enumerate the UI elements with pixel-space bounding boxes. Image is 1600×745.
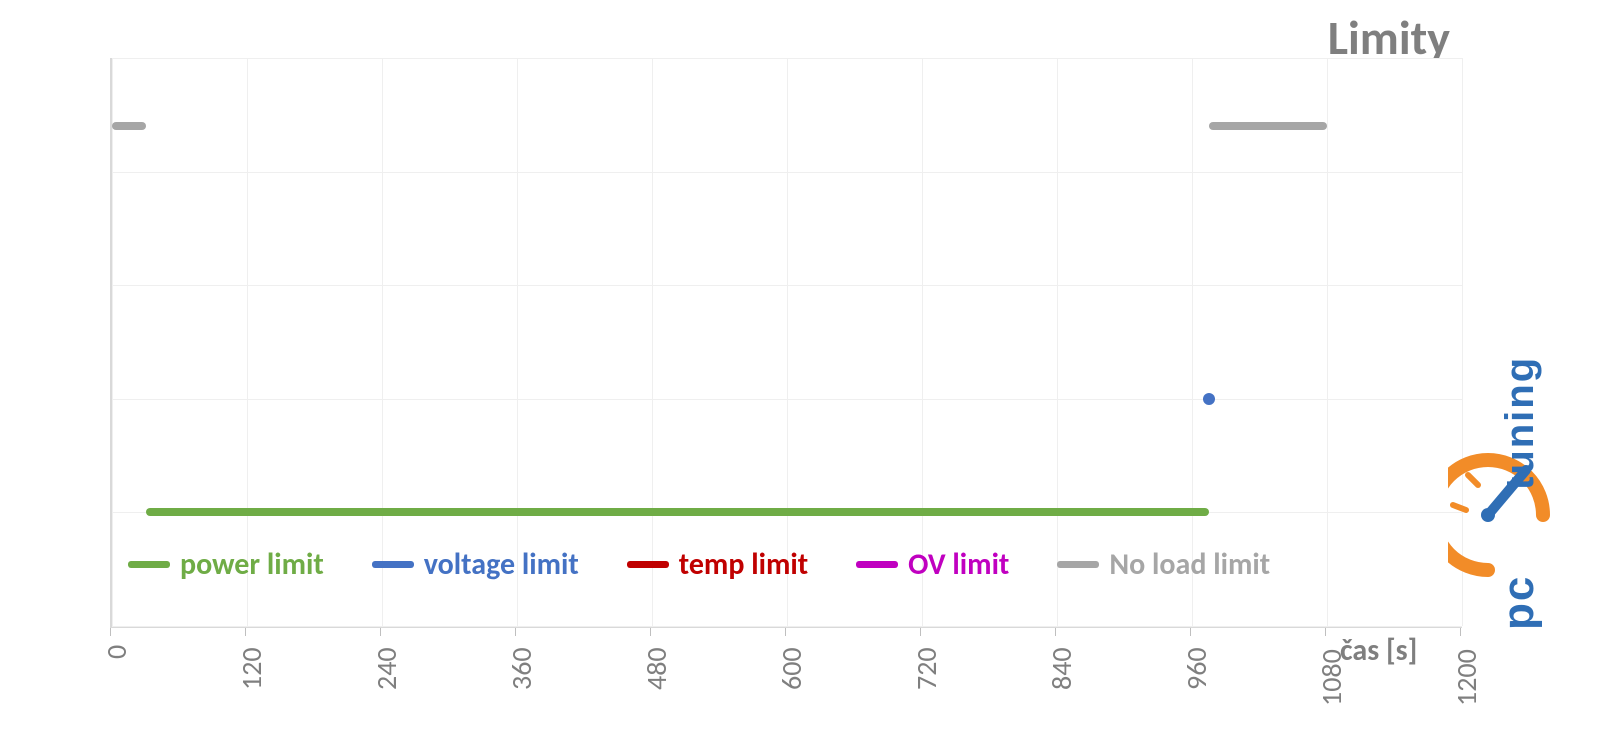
grid-line-vertical — [382, 58, 383, 626]
x-tick-label: 120 — [234, 648, 269, 691]
legend-swatch — [372, 561, 414, 568]
grid-line-vertical — [1327, 58, 1328, 626]
series-power-limit — [146, 508, 1209, 516]
legend-label: OV limit — [908, 546, 1009, 583]
x-tick-label: 360 — [504, 648, 539, 691]
legend-swatch — [627, 561, 669, 568]
legend-item-temp-limit: temp limit — [627, 546, 808, 583]
x-tick-label: 600 — [774, 648, 809, 691]
legend-item-voltage-limit: voltage limit — [372, 546, 579, 583]
legend-label: voltage limit — [424, 546, 579, 583]
legend-item-OV-limit: OV limit — [856, 546, 1009, 583]
pctuning-logo: tuning pc — [1448, 320, 1558, 640]
grid-line-vertical — [922, 58, 923, 626]
x-tick-label: 1200 — [1449, 649, 1484, 706]
x-axis-title: čas [s] — [1340, 632, 1417, 669]
series-point-voltage-limit — [1203, 393, 1215, 405]
plot-area — [110, 58, 1462, 628]
grid-line-vertical — [247, 58, 248, 626]
x-tick-mark — [245, 628, 246, 636]
x-tick-mark — [1055, 628, 1056, 636]
x-tick-mark — [110, 628, 111, 636]
grid-line-vertical — [517, 58, 518, 626]
logo-text-tuning: tuning — [1498, 356, 1542, 490]
x-tick-mark — [785, 628, 786, 636]
chart-legend: power limit voltage limit temp limit OV lim… — [128, 546, 1270, 583]
grid-line-vertical — [787, 58, 788, 626]
legend-swatch — [856, 561, 898, 568]
series-No-load-limit — [1209, 122, 1327, 130]
grid-line-vertical — [112, 58, 113, 626]
legend-label: temp limit — [679, 546, 808, 583]
legend-item-power-limit: power limit — [128, 546, 324, 583]
x-tick-label: 1080 — [1314, 649, 1349, 706]
logo-text-pc: pc — [1494, 575, 1543, 630]
x-tick-label: 720 — [909, 648, 944, 691]
grid-line-vertical — [1192, 58, 1193, 626]
x-tick-mark — [380, 628, 381, 636]
legend-label: power limit — [180, 546, 324, 583]
series-No-load-limit — [112, 122, 146, 130]
grid-line-vertical — [1057, 58, 1058, 626]
legend-item-No-load-limit: No load limit — [1057, 546, 1270, 583]
x-tick-label: 480 — [639, 648, 674, 691]
grid-line-vertical — [652, 58, 653, 626]
x-tick-mark — [1460, 628, 1461, 636]
x-tick-label: 960 — [1179, 648, 1214, 691]
x-tick-mark — [1190, 628, 1191, 636]
x-tick-mark — [1325, 628, 1326, 636]
x-tick-label: 0 — [99, 645, 134, 659]
x-tick-mark — [920, 628, 921, 636]
x-tick-mark — [515, 628, 516, 636]
legend-swatch — [128, 561, 170, 568]
grid-line-horizontal — [112, 626, 1462, 627]
x-tick-label: 840 — [1044, 648, 1079, 691]
legend-label: No load limit — [1109, 546, 1270, 583]
x-tick-mark — [650, 628, 651, 636]
x-tick-label: 240 — [369, 648, 404, 691]
legend-swatch — [1057, 561, 1099, 568]
